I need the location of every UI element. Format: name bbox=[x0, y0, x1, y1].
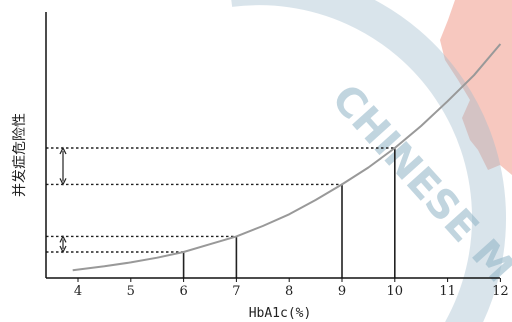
x-tick-label-5: 5 bbox=[127, 284, 135, 299]
axes bbox=[45, 12, 500, 279]
x-tick-label-6: 6 bbox=[179, 284, 187, 299]
risk-curve bbox=[72, 43, 502, 272]
x-tick-label-9: 9 bbox=[338, 284, 346, 299]
arrow-head-bottom-1 bbox=[59, 245, 67, 254]
arrow-head-bottom-2 bbox=[59, 178, 67, 186]
x-tick-label-7: 7 bbox=[232, 284, 240, 299]
annotations bbox=[46, 146, 396, 278]
watermark-ring-arc bbox=[231, 0, 506, 322]
ticks: 4 5 6 7 8 9 10 11 12 bbox=[74, 278, 509, 299]
curve-layer bbox=[72, 43, 502, 272]
arrow-head-top-1 bbox=[59, 235, 67, 243]
x-tick-label-10: 10 bbox=[387, 284, 404, 299]
x-tick-label-4: 4 bbox=[74, 284, 82, 299]
watermark: CHINESE M bbox=[231, 0, 512, 322]
x-tick-label-11: 11 bbox=[439, 284, 456, 299]
y-axis-title: 并发症危险性 bbox=[12, 113, 28, 197]
arrow-head-top-2 bbox=[59, 146, 67, 155]
x-axis-title: HbA1c(%) bbox=[249, 306, 312, 321]
x-tick-label-12: 12 bbox=[492, 284, 509, 299]
x-tick-label-8: 8 bbox=[285, 284, 293, 299]
watermark-map-shape bbox=[440, 0, 512, 175]
